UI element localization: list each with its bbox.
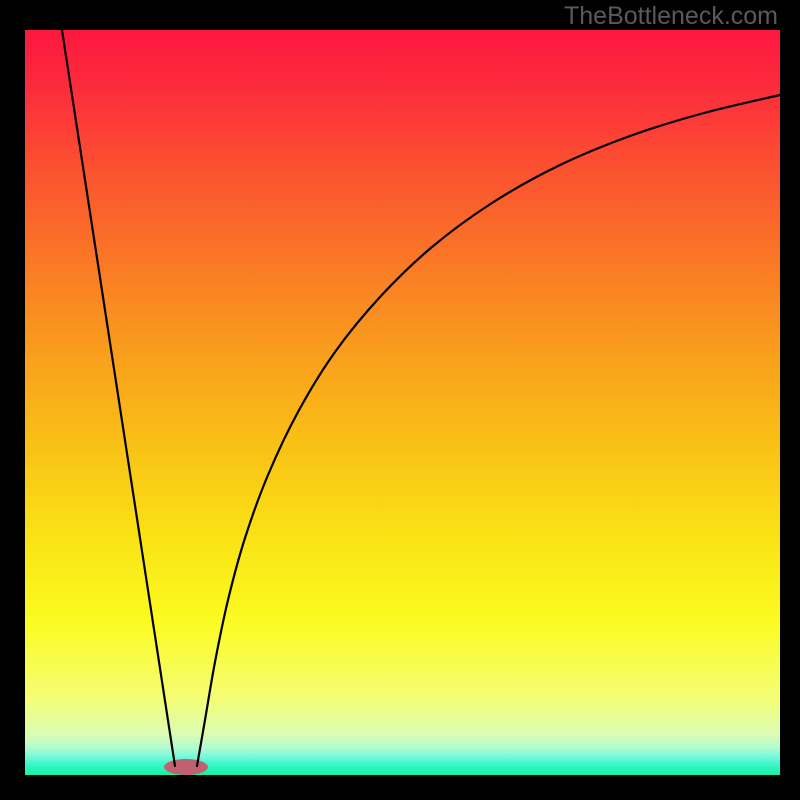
- chart-container: TheBottleneck.com: [0, 0, 800, 800]
- minimum-marker: [164, 759, 208, 775]
- bottleneck-chart: [0, 0, 800, 800]
- plot-background: [25, 30, 780, 775]
- watermark-text: TheBottleneck.com: [564, 2, 778, 31]
